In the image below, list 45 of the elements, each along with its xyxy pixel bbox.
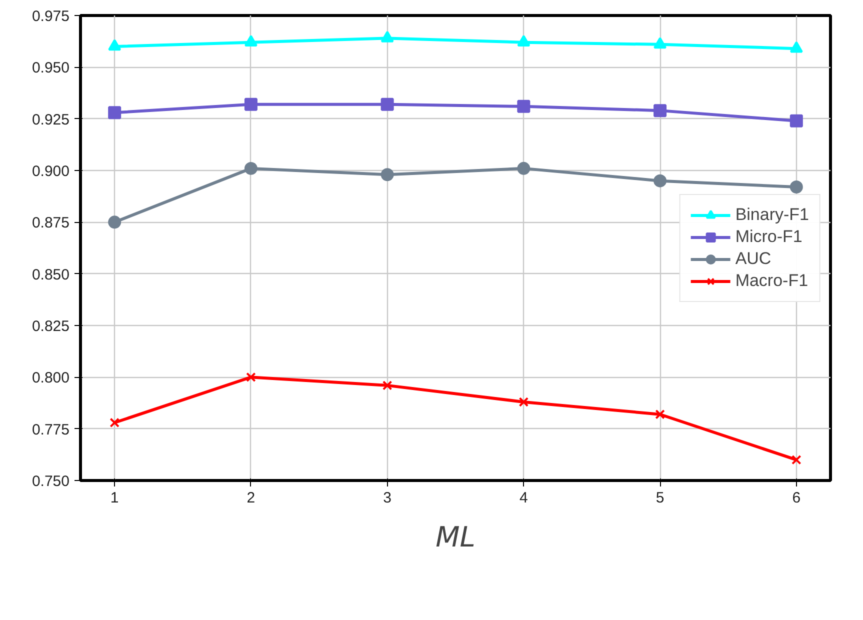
y-tick-label: 0.950 — [32, 60, 70, 77]
point — [108, 39, 122, 51]
point — [654, 104, 667, 118]
point — [790, 114, 803, 128]
point — [110, 418, 120, 428]
y-tick-label: 0.925 — [32, 111, 70, 128]
point — [382, 380, 392, 390]
point — [654, 174, 667, 188]
y-tick-label: 0.825 — [32, 318, 70, 335]
x-tick-label: 2 — [246, 490, 256, 506]
y-tick-label: 0.800 — [32, 370, 70, 387]
y-tick-label: 0.975 — [32, 8, 70, 25]
legend-label: Binary-F1 — [735, 204, 809, 224]
point — [380, 98, 394, 111]
point — [108, 216, 122, 229]
y-tick-label: 0.850 — [32, 266, 70, 284]
x-tick-label: 4 — [520, 490, 528, 506]
point — [244, 98, 258, 111]
point — [380, 30, 394, 42]
x-axis-title: ML — [436, 520, 476, 554]
x-tick-label: 5 — [656, 490, 664, 506]
x-tick-label: 6 — [792, 490, 801, 506]
point — [655, 409, 665, 420]
point — [518, 397, 529, 407]
y-tick-label: 0.900 — [32, 163, 70, 180]
x-tick-label: 1 — [110, 490, 119, 506]
point — [108, 106, 122, 120]
point — [792, 454, 802, 465]
point — [517, 162, 530, 175]
point — [790, 180, 803, 194]
y-tick-label: 0.875 — [32, 214, 70, 232]
y-tick-label: 0.775 — [32, 421, 70, 438]
point — [790, 41, 803, 53]
point — [244, 162, 258, 175]
y-tick-label: 0.750 — [32, 473, 70, 490]
legend-label: Macro-F1 — [735, 270, 808, 290]
point — [517, 35, 530, 47]
point — [380, 168, 394, 182]
point — [517, 100, 530, 113]
point — [246, 372, 256, 382]
point — [654, 37, 667, 49]
point — [244, 35, 258, 47]
legend-label: AUC — [735, 248, 772, 268]
legend-label: Micro-F1 — [735, 226, 802, 246]
x-tick-label: 3 — [383, 490, 392, 506]
